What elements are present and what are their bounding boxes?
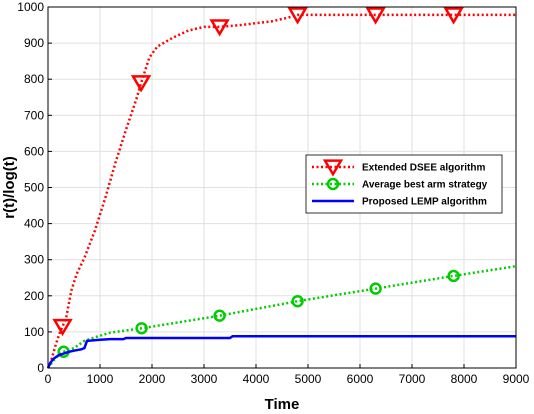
legend: Extended DSEE algorithm Average best arm … bbox=[305, 154, 503, 214]
x-tick-label: 5000 bbox=[295, 372, 322, 386]
series-2-point bbox=[213, 309, 226, 322]
legend-item-2-label: Average best arm strategy bbox=[362, 180, 488, 191]
legend-item-2-marker bbox=[326, 177, 340, 191]
series-2-point bbox=[369, 282, 382, 295]
series-1-line bbox=[46, 13, 516, 369]
axis-ticks: 0 1000 2000 3000 4000 5000 6000 7000 8000 9000 0 10… bbox=[17, 0, 529, 386]
x-tick-label: 3000 bbox=[191, 372, 218, 386]
y-tick-label: 800 bbox=[24, 72, 44, 86]
legend-item-1-label: Extended DSEE algorithm bbox=[362, 163, 485, 174]
y-tick-label: 500 bbox=[24, 181, 44, 195]
series-1-point bbox=[443, 7, 464, 25]
x-tick-label: 0 bbox=[45, 372, 52, 386]
legend-item-3-label: Proposed LEMP algorithm bbox=[362, 197, 487, 208]
series-1-point bbox=[287, 7, 308, 25]
y-tick-label: 1000 bbox=[17, 0, 44, 14]
series-layer bbox=[46, 7, 517, 369]
y-tick-label: 600 bbox=[24, 144, 44, 158]
series-2-point bbox=[291, 295, 304, 308]
series-3-line bbox=[46, 334, 516, 369]
series-1-point bbox=[52, 318, 73, 337]
x-tick-label: 4000 bbox=[243, 372, 270, 386]
y-tick-label: 300 bbox=[24, 253, 44, 267]
y-tick-label: 900 bbox=[24, 36, 44, 50]
x-axis-label: Time bbox=[265, 396, 300, 413]
legend-item-1-marker bbox=[322, 159, 344, 177]
x-tick-label: 9000 bbox=[503, 372, 530, 386]
y-tick-label: 700 bbox=[24, 108, 44, 122]
series-2-line bbox=[46, 264, 517, 369]
y-tick-label: 0 bbox=[37, 361, 44, 375]
x-tick-label: 7000 bbox=[399, 372, 426, 386]
y-tick-label: 200 bbox=[24, 289, 44, 303]
series-1-point bbox=[130, 75, 152, 93]
y-tick-label: 100 bbox=[24, 325, 44, 339]
series-2-point bbox=[447, 269, 460, 283]
series-1-point bbox=[365, 7, 386, 25]
x-tick-label: 6000 bbox=[347, 372, 374, 386]
y-axis-label: r(t)/log(t) bbox=[1, 156, 18, 218]
x-tick-label: 8000 bbox=[451, 372, 478, 386]
series-1-point bbox=[209, 19, 230, 37]
y-tick-label: 400 bbox=[24, 217, 44, 231]
x-tick-label: 2000 bbox=[139, 372, 166, 386]
series-2-point bbox=[135, 322, 148, 335]
x-tick-label: 1000 bbox=[87, 372, 114, 386]
